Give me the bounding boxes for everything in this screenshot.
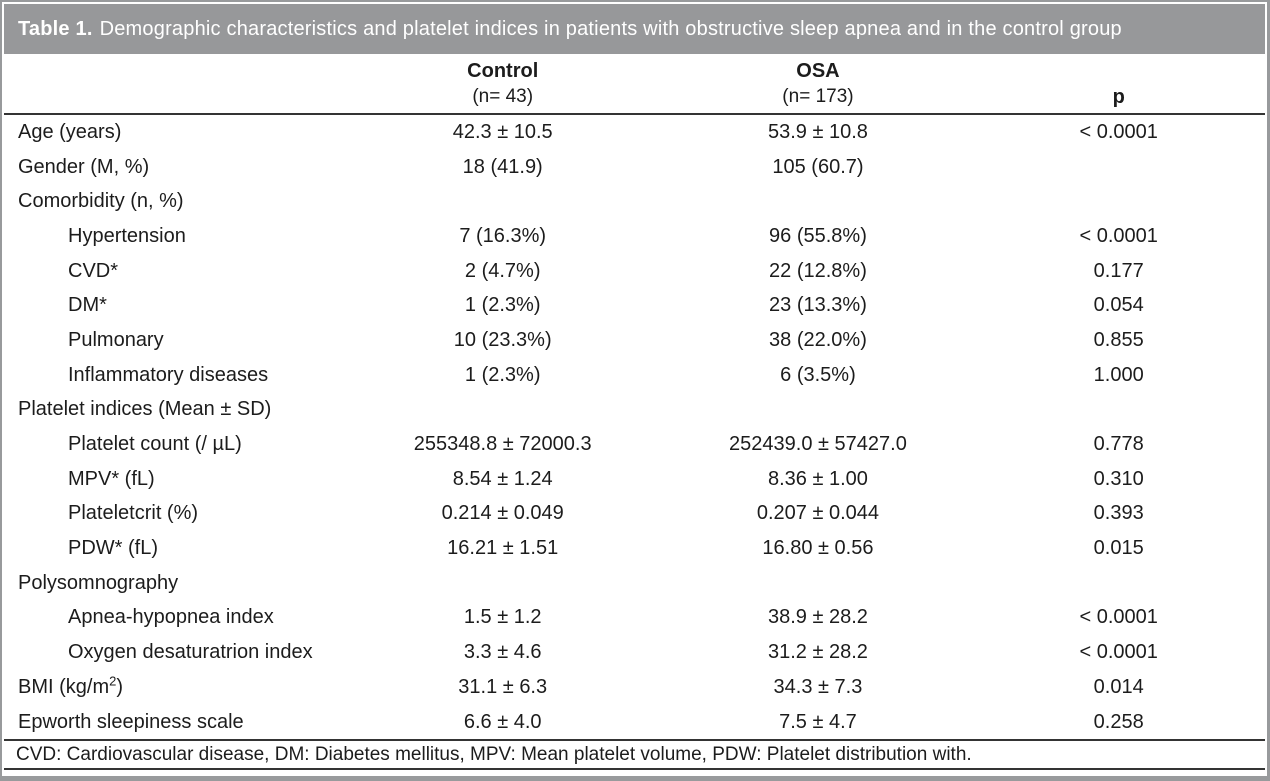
- osa-value: 53.9 ± 10.8: [767, 120, 868, 143]
- table-row: MPV* (fL) 8.54 ± 1.24 8.36 ± 1.00 0.310: [4, 462, 1265, 497]
- control-value: 2 (4.7%): [464, 259, 541, 282]
- osa-column-n: (n= 173): [782, 86, 854, 107]
- table-caption: Demographic characteristics and platelet…: [99, 17, 1122, 40]
- p-value: 1.000: [1093, 363, 1144, 386]
- osa-value: 6 (3.5%): [780, 363, 856, 386]
- table-row: Platelet indices (Mean ± SD): [4, 393, 1265, 428]
- osa-value: 0.207 ± 0.044: [756, 502, 880, 525]
- row-label: Epworth sleepiness scale: [18, 710, 244, 733]
- table-row: Oxygen desaturatrion index 3.3 ± 4.6 31.2 …: [4, 635, 1265, 670]
- row-label: MPV* (fL): [68, 467, 155, 490]
- row-label: Gender (M, %): [18, 155, 150, 178]
- osa-value: 8.36 ± 1.00: [767, 467, 868, 490]
- p-value: 0.778: [1093, 433, 1144, 456]
- control-value: 1 (2.3%): [464, 294, 541, 317]
- footnote-text: CVD: Cardiovascular disease, DM: Diabete…: [16, 743, 972, 765]
- row-label: BMI (kg/m2): [18, 675, 124, 698]
- p-value: 0.177: [1093, 259, 1144, 282]
- control-value: 1 (2.3%): [464, 363, 541, 386]
- table-row: Apnea-hypopnea index 1.5 ± 1.2 38.9 ± 28.2…: [4, 601, 1265, 636]
- row-label: Inflammatory diseases: [68, 363, 269, 386]
- row-label: Platelet count (/ µL): [68, 433, 242, 456]
- row-label: Oxygen desaturatrion index: [68, 641, 313, 664]
- row-label: CVD*: [68, 259, 119, 282]
- p-value: 0.855: [1093, 328, 1144, 351]
- table-row: CVD* 2 (4.7%) 22 (12.8%) 0.177: [4, 254, 1265, 289]
- table-row: Epworth sleepiness scale 6.6 ± 4.0 7.5 ± 4…: [4, 705, 1265, 740]
- control-value: 10 (23.3%): [453, 328, 552, 351]
- table-title-bar: Table 1. Demographic characteristics and…: [4, 4, 1265, 54]
- osa-value: 38 (22.0%): [769, 328, 867, 351]
- control-column-title: Control: [467, 60, 539, 82]
- row-label: Age (years): [18, 120, 122, 143]
- control-value: 31.1 ± 6.3: [458, 675, 548, 698]
- row-label: Hypertension: [68, 224, 186, 247]
- osa-value: 105 (60.7): [772, 155, 864, 178]
- table-row: Inflammatory diseases 1 (2.3%) 6 (3.5%) 1.0…: [4, 358, 1265, 393]
- control-value: 16.21 ± 1.51: [447, 537, 559, 560]
- row-label: Pulmonary: [68, 328, 164, 351]
- control-column-n: (n= 43): [472, 86, 534, 107]
- header-control-column: Control (n= 43): [342, 54, 664, 113]
- table-row: BMI (kg/m2) 31.1 ± 6.3 34.3 ± 7.3 0.014: [4, 670, 1265, 705]
- p-value: 0.258: [1093, 710, 1144, 733]
- osa-value: 96 (55.8%): [769, 224, 867, 247]
- p-column-title: p: [1112, 86, 1125, 108]
- control-value: 0.214 ± 0.049: [441, 502, 564, 525]
- row-label: Apnea-hypopnea index: [68, 606, 274, 629]
- osa-value: 34.3 ± 7.3: [773, 675, 863, 698]
- row-label: Comorbidity (n, %): [18, 190, 184, 213]
- p-value: 0.310: [1093, 467, 1144, 490]
- table-footnote: CVD: Cardiovascular disease, DM: Diabete…: [4, 739, 1265, 771]
- control-value: 8.54 ± 1.24: [452, 467, 553, 490]
- table-body: Age (years) 42.3 ± 10.5 53.9 ± 10.8 < 0.000…: [4, 115, 1265, 739]
- osa-value: 7.5 ± 4.7: [779, 710, 857, 733]
- table-row: Age (years) 42.3 ± 10.5 53.9 ± 10.8 < 0.000…: [4, 115, 1265, 150]
- table-row: Gender (M, %) 18 (41.9) 105 (60.7): [4, 150, 1265, 185]
- osa-value: 252439.0 ± 57427.0: [729, 433, 907, 456]
- p-value: < 0.0001: [1079, 120, 1158, 143]
- table-row: Polysomnography: [4, 566, 1265, 601]
- osa-value: 31.2 ± 28.2: [767, 641, 868, 664]
- p-value: 0.014: [1093, 675, 1144, 698]
- osa-value: 23 (13.3%): [769, 294, 867, 317]
- osa-value: 22 (12.8%): [769, 259, 867, 282]
- control-value: 42.3 ± 10.5: [452, 120, 553, 143]
- row-label: Polysomnography: [18, 571, 179, 594]
- control-value: 18 (41.9): [462, 155, 543, 178]
- p-value: < 0.0001: [1079, 224, 1158, 247]
- p-value: 0.015: [1093, 537, 1144, 560]
- header-p-column: p: [972, 54, 1265, 113]
- table-number: Table 1.: [18, 17, 93, 40]
- header-osa-column: OSA (n= 173): [663, 54, 972, 113]
- row-label: PDW* (fL): [68, 537, 158, 560]
- p-value: 0.393: [1093, 502, 1144, 525]
- osa-column-title: OSA: [796, 60, 840, 82]
- row-label: Plateletcrit (%): [68, 502, 199, 525]
- table-row: Plateletcrit (%) 0.214 ± 0.049 0.207 ± 0.0…: [4, 497, 1265, 532]
- osa-value: 16.80 ± 0.56: [762, 537, 874, 560]
- table-header-row: Control (n= 43) OSA (n= 173) p: [4, 54, 1265, 115]
- row-label: Platelet indices (Mean ± SD): [18, 398, 272, 421]
- table-row: DM* 1 (2.3%) 23 (13.3%) 0.054: [4, 288, 1265, 323]
- table-row: Pulmonary 10 (23.3%) 38 (22.0%) 0.855: [4, 323, 1265, 358]
- control-value: 7 (16.3%): [459, 224, 547, 247]
- table-row: Hypertension 7 (16.3%) 96 (55.8%) < 0.0001: [4, 219, 1265, 254]
- osa-value: 38.9 ± 28.2: [767, 606, 868, 629]
- row-label: DM*: [68, 294, 107, 317]
- table-row: Comorbidity (n, %): [4, 184, 1265, 219]
- p-value: < 0.0001: [1079, 606, 1158, 629]
- p-value: 0.054: [1093, 294, 1144, 317]
- control-value: 3.3 ± 4.6: [463, 641, 542, 664]
- header-label-column: [4, 54, 342, 113]
- table-row: PDW* (fL) 16.21 ± 1.51 16.80 ± 0.56 0.015: [4, 531, 1265, 566]
- control-value: 6.6 ± 4.0: [463, 710, 542, 733]
- table-row: Platelet count (/ µL) 255348.8 ± 72000.3 2…: [4, 427, 1265, 462]
- p-value: < 0.0001: [1079, 641, 1158, 664]
- control-value: 255348.8 ± 72000.3: [413, 433, 592, 456]
- control-value: 1.5 ± 1.2: [463, 606, 542, 629]
